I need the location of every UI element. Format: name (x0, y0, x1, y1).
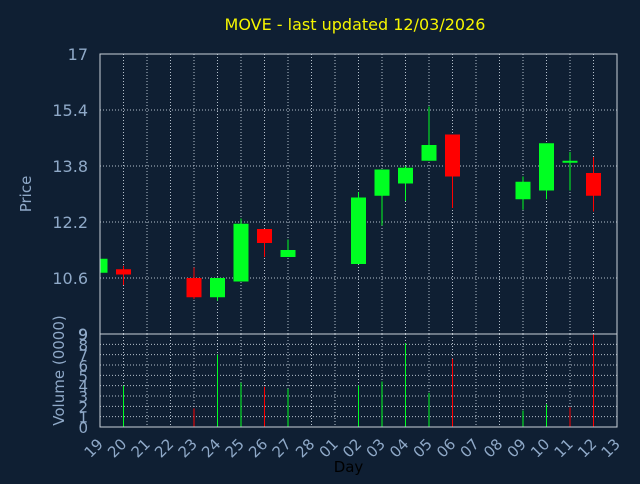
candle-body (257, 229, 272, 243)
x-tick-label: 11 (551, 435, 577, 461)
price-axis-label: Price (17, 176, 35, 213)
volume-plot-border (99, 333, 618, 428)
x-axis-label: Day (334, 458, 364, 476)
x-tick-label: 08 (480, 435, 506, 461)
candle-body (374, 169, 390, 196)
candle-body (210, 278, 225, 298)
candle-body (233, 223, 249, 282)
price-tick-label: 12.2 (52, 213, 88, 232)
price-tick-label: 17 (68, 45, 88, 64)
volume-tick-label: 6 (78, 357, 88, 375)
candle-body (515, 181, 531, 200)
volume-tick-label: 7 (78, 347, 88, 365)
candle-body (421, 145, 437, 161)
volume-tick-label: 8 (78, 336, 88, 354)
volume-tick-label: 2 (78, 398, 88, 416)
x-tick-label: 19 (81, 435, 107, 461)
x-tick-label: 04 (386, 435, 412, 461)
x-tick-label: 25 (222, 435, 248, 461)
x-tick-label: 12 (574, 435, 600, 461)
volume-tick-label: 4 (78, 378, 88, 396)
x-tick-label: 13 (598, 435, 624, 461)
candle-body (100, 258, 108, 273)
price-tick-label: 13.8 (52, 157, 88, 176)
volume-tick-label: 9 (78, 326, 88, 344)
candle-body (562, 160, 578, 163)
x-tick-label: 22 (151, 435, 177, 461)
candle-body (116, 269, 131, 275)
x-tick-label: 06 (433, 435, 459, 461)
volume-tick-label: 0 (78, 419, 88, 437)
candle-body (398, 167, 413, 184)
x-tick-label: 24 (198, 435, 224, 461)
x-axis: 1920212223242526272801020304050607080910… (81, 435, 624, 476)
chart-title: MOVE - last updated 12/03/2026 (225, 15, 486, 34)
volume-tick-label: 3 (78, 388, 88, 406)
x-tick-label: 03 (363, 435, 389, 461)
candle-body (186, 278, 202, 298)
price-tick-label: 10.6 (52, 269, 88, 288)
volume-tick-label: 1 (78, 409, 88, 427)
x-tick-label: 05 (410, 435, 436, 461)
x-tick-label: 09 (504, 435, 530, 461)
x-tick-label: 27 (269, 435, 295, 461)
x-tick-label: 20 (104, 435, 130, 461)
x-tick-label: 28 (292, 435, 318, 461)
candle-body (280, 250, 296, 257)
x-tick-label: 21 (128, 435, 154, 461)
price-panel: 17 15.4 13.8 12.2 10.6 9 Price (17, 45, 618, 344)
candle-body (586, 173, 601, 196)
price-tick-label: 15.4 (52, 101, 88, 120)
candle-body (351, 197, 366, 264)
x-tick-label: 10 (527, 435, 553, 461)
x-tick-label: 07 (457, 435, 483, 461)
volume-tick-label: 5 (78, 367, 88, 385)
candle-body (445, 134, 460, 177)
x-tick-label: 23 (175, 435, 201, 461)
price-tick-label: 9 (78, 325, 88, 344)
volume-axis-label: Volume (0000) (50, 315, 68, 425)
candle-body (539, 143, 554, 191)
x-tick-label: 26 (245, 435, 271, 461)
